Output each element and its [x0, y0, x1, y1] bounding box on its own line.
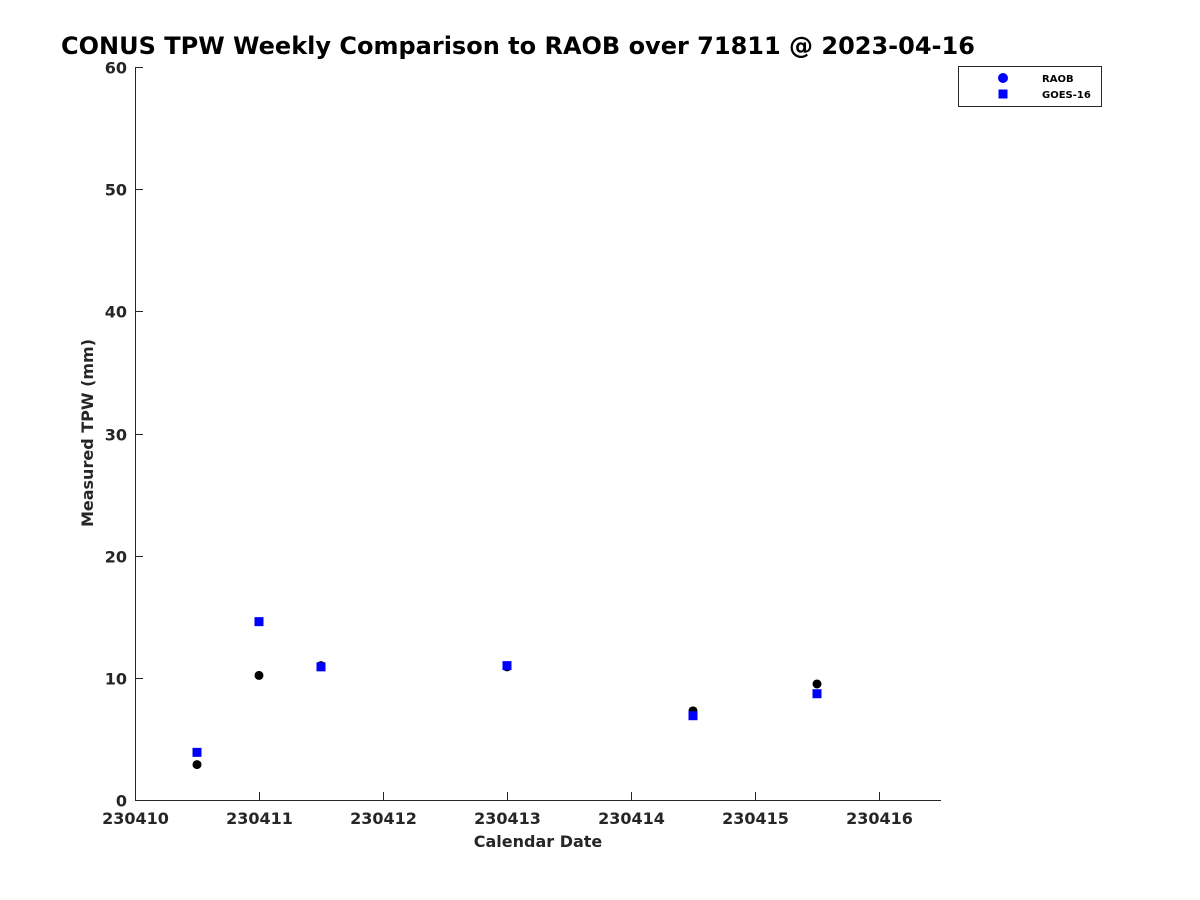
y-tick-label: 30	[105, 426, 127, 445]
point-raob	[254, 670, 264, 680]
y-tick-label: 20	[105, 548, 127, 567]
x-tick-label: 230415	[722, 809, 789, 828]
point-goes16	[812, 689, 822, 699]
point-raob	[192, 760, 202, 770]
x-tick-label: 230410	[102, 809, 169, 828]
y-tick-label: 40	[105, 303, 127, 322]
point-goes16	[254, 617, 264, 627]
legend: RAOB GOES-16	[958, 66, 1102, 107]
legend-marker-raob	[998, 73, 1008, 83]
x-axis-label: Calendar Date	[474, 832, 603, 851]
x-tick-label: 230411	[226, 809, 293, 828]
x-tick-label: 230414	[598, 809, 665, 828]
y-tick-label: 60	[105, 59, 127, 78]
point-goes16	[192, 747, 202, 757]
legend-box	[958, 66, 1102, 107]
x-tick-label: 230416	[846, 809, 913, 828]
axes: 230410 230411 230412 230413 230414 230415 2304…	[102, 59, 941, 828]
point-goes16	[502, 661, 512, 671]
legend-label-goes16: GOES-16	[1042, 90, 1091, 101]
data-marks	[192, 617, 822, 770]
y-tick-label: 50	[105, 181, 127, 200]
point-raob	[812, 679, 822, 689]
point-goes16	[688, 711, 698, 721]
y-tick-label: 0	[116, 792, 127, 811]
point-goes16	[316, 662, 326, 672]
legend-marker-goes16	[998, 89, 1008, 99]
x-tick-label: 230413	[474, 809, 541, 828]
legend-label-raob: RAOB	[1042, 74, 1074, 85]
x-tick-label: 230412	[350, 809, 417, 828]
y-tick-label: 10	[105, 670, 127, 689]
chart-title: CONUS TPW Weekly Comparison to RAOB over…	[61, 32, 975, 60]
y-axis-label: Measured TPW (mm)	[78, 339, 97, 527]
